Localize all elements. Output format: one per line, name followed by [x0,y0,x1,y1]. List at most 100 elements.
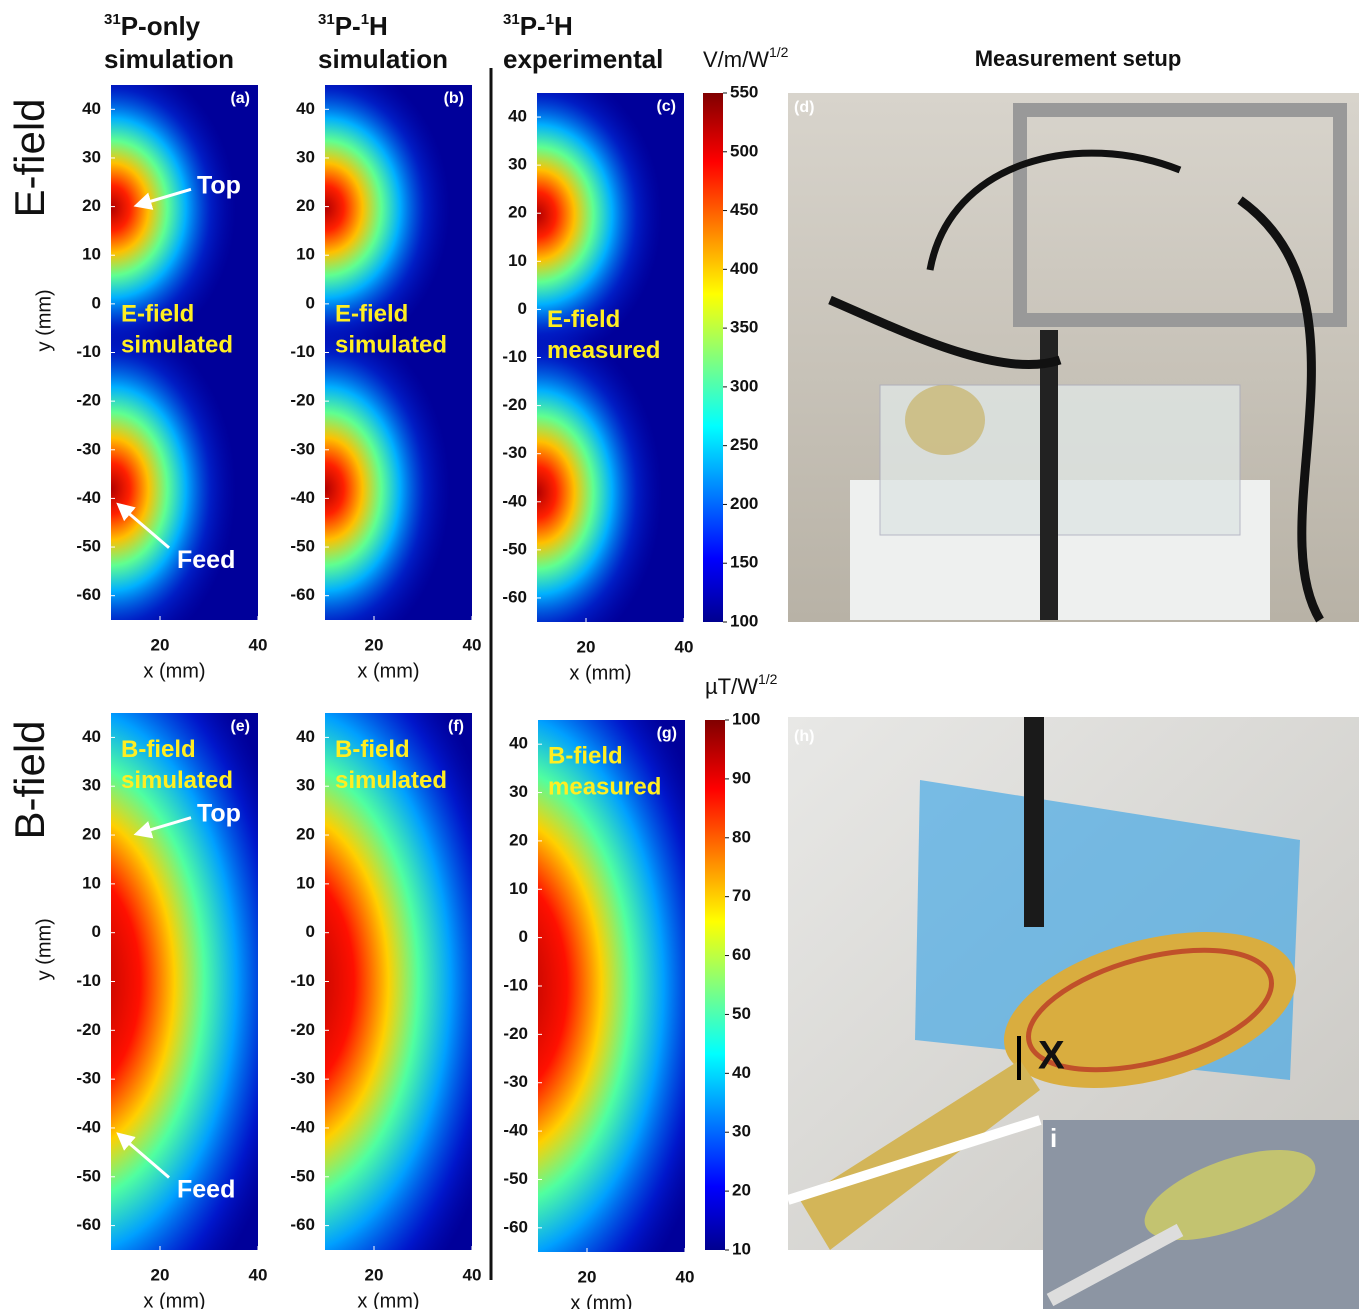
colorbar-tick-label: 300 [730,376,758,395]
column-title: 31P-1H [318,11,388,41]
x-tick-label: 20 [577,637,596,656]
overlay-text: E-field [121,300,194,327]
x-tick-label: 20 [151,1265,170,1284]
y-tick-label: -40 [290,488,315,507]
y-tick-label: 0 [306,922,315,941]
y-tick-label: -30 [503,1072,528,1091]
y-tick-label: 30 [82,147,101,166]
column-title: 31P-only [104,11,201,41]
colorbar-tick-label: 450 [730,200,758,219]
heatmap [111,85,258,620]
y-tick-label: -10 [76,342,101,361]
column-title: simulation [318,44,448,74]
y-tick-label: -30 [502,443,527,462]
y-tick-label: -50 [290,1166,315,1185]
x-tick-label: 20 [365,1265,384,1284]
y-tick-label: -40 [502,491,527,510]
colorbar-tick-label: 50 [732,1004,751,1023]
y-tick-label: -50 [290,537,315,556]
photo-setup [788,93,1359,623]
y-tick-label: -20 [502,395,527,414]
superscript: 1 [361,11,369,28]
x-axis-label: x (mm) [357,1290,419,1309]
overlay-text: simulated [121,767,233,794]
y-tick-label: -50 [502,539,527,558]
title-part: H [369,11,388,41]
y-tick-label: -10 [502,347,527,366]
superscript: 31 [503,11,520,28]
colorbar-tick-label: 30 [732,1122,751,1141]
y-tick-label: 30 [82,776,101,795]
unit-base: µT/W [705,674,758,699]
hotspot [111,318,236,620]
unit-base: V/m/W [703,47,769,72]
y-tick-label: -50 [76,1166,101,1185]
panel-label: (g) [657,725,677,742]
photo-label: (h) [794,728,814,745]
colorbar-tick-label: 80 [732,827,751,846]
x-tick-label: 40 [676,1267,695,1286]
panel-label: (e) [230,718,250,735]
y-tick-label: -20 [290,1020,315,1039]
colorbar-tick-label: 90 [732,768,751,787]
distance-marker: X [1038,1034,1065,1078]
arrow [133,816,192,839]
colorbar-tick-label: 150 [730,553,758,572]
y-tick-label: 10 [296,245,315,264]
annotation: Feed [177,1176,235,1204]
hotspot [111,85,236,359]
overlay-text: E-field [335,300,408,327]
arrow [116,1132,170,1179]
colorbar-tick-label: 500 [730,141,758,160]
overlay-text: measured [548,774,661,801]
y-tick-label: -30 [290,1069,315,1088]
y-tick-label: -20 [76,391,101,410]
colorbar-tick-label: 250 [730,435,758,454]
x-tick-label: 20 [578,1267,597,1286]
y-tick-label: -60 [76,1215,101,1234]
y-tick-label: 20 [296,825,315,844]
y-tick-label: -10 [290,342,315,361]
y-tick-label: -20 [503,1024,528,1043]
heatmap [538,720,685,1252]
colorbar [703,93,723,622]
y-tick-label: -50 [503,1169,528,1188]
y-tick-label: -30 [76,1069,101,1088]
y-axis-label: y (mm) [33,289,55,351]
heatmap [537,93,684,622]
photo-title: Measurement setup [975,46,1182,71]
hotspot [537,322,662,622]
x-axis-label: x (mm) [357,660,419,682]
x-tick-label: 40 [249,635,268,654]
y-tick-label: 0 [519,927,528,946]
heatmap [325,85,472,620]
overlay-text: simulated [335,331,447,358]
y-tick-label: 40 [508,107,527,126]
hotspot [537,93,662,365]
x-tick-label: 40 [463,1265,482,1284]
y-tick-label: 30 [296,147,315,166]
y-tick-label: 20 [82,825,101,844]
y-tick-label: -60 [76,585,101,604]
y-tick-label: -50 [76,537,101,556]
y-tick-label: 0 [92,922,101,941]
colorbar-tick-label: 10 [732,1239,751,1258]
colorbar-tick-label: 550 [730,82,758,101]
y-tick-label: -40 [76,1117,101,1136]
row-label: B-field [6,720,53,839]
y-tick-label: 10 [508,251,527,270]
y-axis-label: y (mm) [33,918,55,980]
annotation: Top [197,800,241,828]
arrow [116,502,170,549]
overlay-text: measured [547,337,660,364]
y-tick-label: 30 [508,155,527,174]
colorbar-tick-label: 200 [730,494,758,513]
y-tick-label: 40 [296,99,315,118]
colorbar-tick-label: 350 [730,318,758,337]
overlay-text: E-field [547,306,620,333]
y-tick-label: 10 [296,873,315,892]
x-axis-label: x (mm) [569,662,631,684]
title-part: P-only [121,11,201,41]
y-tick-label: -30 [290,439,315,458]
y-tick-label: -20 [76,1020,101,1039]
